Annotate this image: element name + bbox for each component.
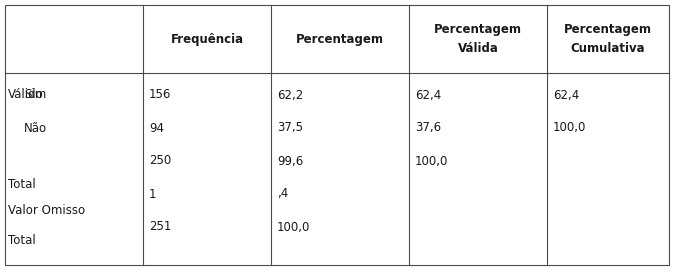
Text: Cumulativa: Cumulativa: [571, 42, 645, 55]
Text: 37,6: 37,6: [415, 122, 441, 134]
Text: Percentagem: Percentagem: [296, 32, 384, 45]
Text: Percentagem: Percentagem: [564, 23, 652, 36]
Text: Sim: Sim: [24, 88, 47, 101]
Text: 251: 251: [149, 221, 171, 233]
Text: 62,2: 62,2: [277, 88, 303, 101]
Text: Percentagem: Percentagem: [434, 23, 522, 36]
Text: 1: 1: [149, 187, 156, 200]
Text: 94: 94: [149, 122, 164, 134]
Text: 99,6: 99,6: [277, 154, 303, 168]
Text: Total: Total: [8, 178, 36, 191]
Text: Frequência: Frequência: [171, 32, 243, 45]
Text: Não: Não: [24, 122, 47, 134]
Text: Válido: Válido: [8, 88, 44, 101]
Text: 100,0: 100,0: [415, 154, 448, 168]
Text: Total: Total: [8, 233, 36, 246]
Text: 37,5: 37,5: [277, 122, 303, 134]
Text: 62,4: 62,4: [553, 88, 579, 101]
Text: Valor Omisso: Valor Omisso: [8, 203, 85, 217]
Text: 100,0: 100,0: [277, 221, 310, 233]
Text: ,4: ,4: [277, 187, 288, 200]
Text: 156: 156: [149, 88, 171, 101]
Text: 250: 250: [149, 154, 171, 168]
Text: Válida: Válida: [458, 42, 499, 55]
Text: 100,0: 100,0: [553, 122, 586, 134]
Text: 62,4: 62,4: [415, 88, 441, 101]
